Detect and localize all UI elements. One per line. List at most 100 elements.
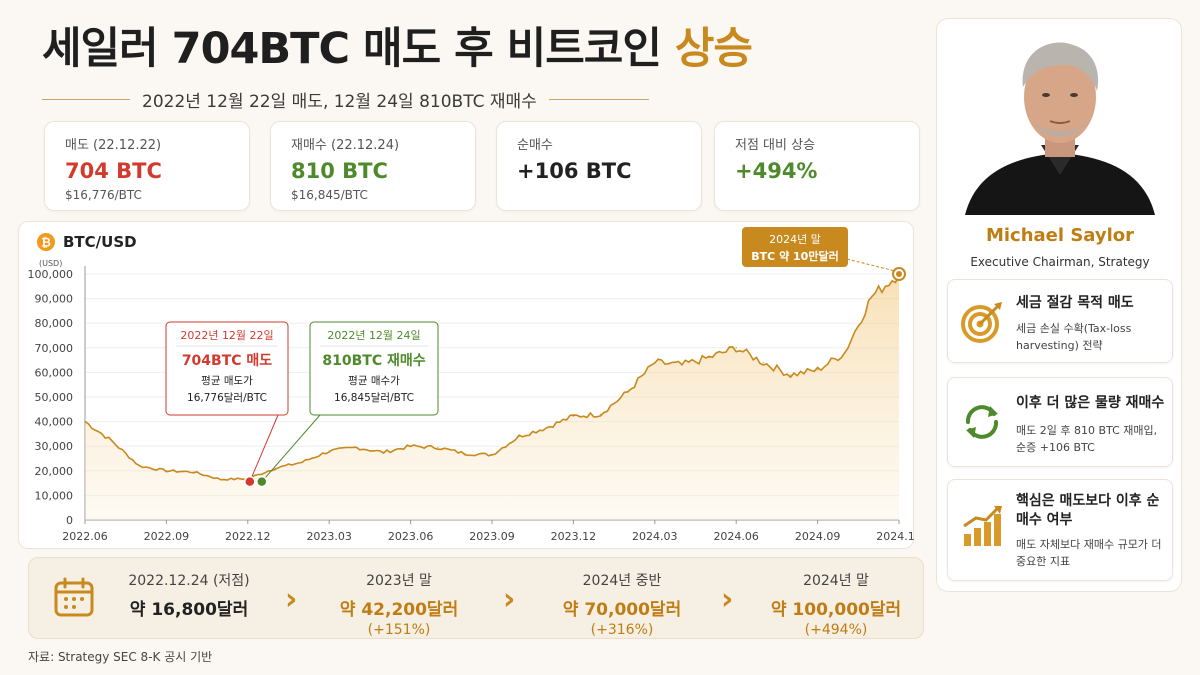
timeline-pct: (+316%) bbox=[590, 622, 654, 638]
chevron-right-icon: › bbox=[503, 582, 516, 617]
end-annotation-line2: BTC 약 10만달러 bbox=[751, 249, 838, 263]
y-tick-label: 80,000 bbox=[35, 317, 74, 330]
chart-svg: ₿ BTC/USD(USD) 0 10,000 20,000 30,000 40,000 50… bbox=[28, 227, 915, 543]
data-point bbox=[789, 374, 792, 376]
target-icon bbox=[961, 302, 1002, 343]
data-point bbox=[654, 361, 656, 364]
data-point bbox=[545, 426, 548, 429]
stat-sub: $16,776/BTC bbox=[65, 188, 142, 202]
subtitle-line-left bbox=[42, 98, 130, 100]
x-tick-label: 2023.03 bbox=[306, 530, 352, 543]
timeline-item-2023: 2023년 말 약 42,200달러 (+151%) bbox=[319, 570, 479, 638]
data-point bbox=[708, 356, 710, 359]
x-tick-label: 2024.06 bbox=[713, 530, 759, 543]
insight-card-tax: 세금 절감 목적 매도 세금 손실 수확(Tax-loss harvesting… bbox=[947, 279, 1173, 363]
sell-annotation-line1: 평균 매도가 bbox=[201, 375, 253, 387]
timeline-price: 약 100,000달러 bbox=[770, 600, 902, 620]
x-tick-label: 2024.12 bbox=[876, 530, 915, 543]
insight-title: 이후 더 많은 물량 재매수 bbox=[1016, 395, 1165, 411]
data-point bbox=[681, 364, 683, 366]
y-tick-label: 0 bbox=[66, 514, 73, 527]
title-main: 세일러 704BTC 매도 후 비트코인 bbox=[42, 24, 675, 74]
sell-annotation-pointer bbox=[249, 414, 279, 482]
data-point bbox=[572, 415, 575, 417]
timeline-pct: (+151%) bbox=[367, 622, 431, 638]
chart-title: BTC/USD bbox=[63, 233, 137, 251]
y-tick-label: 60,000 bbox=[35, 366, 74, 379]
rebuy-annotation-date: 2022년 12월 24일 bbox=[327, 328, 420, 342]
stat-value: +494% bbox=[735, 159, 818, 183]
stat-sub: $16,845/BTC bbox=[291, 188, 368, 202]
end-marker-dot bbox=[896, 271, 902, 277]
chart-unit-label: (USD) bbox=[39, 259, 62, 268]
x-tick-label: 2023.12 bbox=[551, 530, 597, 543]
data-point bbox=[491, 454, 493, 456]
timeline-price: 약 16,800달러 bbox=[129, 600, 249, 620]
timeline-date: 2024년 말 bbox=[803, 573, 869, 589]
y-tick-label: 100,000 bbox=[28, 268, 74, 281]
insight-body: 매도 자체보다 재매수 규모가 더 중요한 지표 bbox=[1016, 538, 1162, 569]
stat-label: 저점 대비 상승 bbox=[735, 138, 816, 153]
data-point bbox=[165, 470, 168, 472]
data-point bbox=[626, 391, 629, 393]
data-point bbox=[464, 452, 466, 455]
stat-card-gain: 저점 대비 상승 +494% bbox=[714, 121, 920, 211]
data-point bbox=[355, 446, 358, 449]
chevron-right-icon: › bbox=[285, 582, 298, 617]
x-tick-label: 2022.12 bbox=[225, 530, 271, 543]
stat-value: +106 BTC bbox=[517, 159, 632, 183]
timeline-price: 약 42,200달러 bbox=[339, 600, 459, 620]
timeline-pct: (+494%) bbox=[804, 622, 868, 638]
bitcoin-icon bbox=[37, 233, 55, 251]
data-point bbox=[816, 369, 819, 371]
person-role: Executive Chairman, Strategy bbox=[970, 255, 1150, 269]
stat-card-net-buy: 순매수 +106 BTC bbox=[496, 121, 702, 211]
portrait-image bbox=[957, 25, 1163, 215]
stat-card-rebuy: 재매수 (22.12.24) 810 BTC $16,845/BTC bbox=[270, 121, 476, 211]
y-tick-label: 70,000 bbox=[35, 342, 74, 355]
person-name: Michael Saylor bbox=[985, 225, 1135, 246]
timeline-date: 2023년 말 bbox=[366, 573, 432, 589]
timeline-date: 2022.12.24 (저점) bbox=[128, 573, 250, 589]
insight-body: 세금 손실 수확(Tax-loss harvesting) 전략 bbox=[1016, 322, 1132, 353]
x-tick-label: 2022.06 bbox=[62, 530, 108, 543]
end-annotation-pointer bbox=[846, 258, 896, 272]
rebuy-annotation-pointer bbox=[261, 414, 321, 483]
y-tick-label: 90,000 bbox=[35, 293, 74, 306]
sell-annotation-box bbox=[165, 321, 289, 416]
subtitle-row: 2022년 12월 22일 매도, 12월 24일 810BTC 재매수 bbox=[42, 86, 922, 112]
sell-marker bbox=[244, 475, 256, 488]
x-tick-label: 2023.06 bbox=[388, 530, 434, 543]
y-tick-label: 50,000 bbox=[35, 391, 74, 404]
data-point bbox=[301, 461, 303, 463]
timeline-price: 약 70,000달러 bbox=[562, 600, 682, 620]
chevron-right-icon: › bbox=[721, 582, 734, 617]
insight-title: 핵심은 매도보다 이후 순매수 여부 bbox=[1016, 493, 1160, 528]
data-point bbox=[518, 435, 520, 438]
data-point bbox=[735, 347, 737, 349]
rebuy-annotation-line2: 16,845달러/BTC bbox=[334, 392, 414, 404]
end-annotation-box bbox=[742, 227, 848, 267]
data-point bbox=[762, 361, 765, 364]
stat-card-sell: 매도 (22.12.22) 704 BTC $16,776/BTC bbox=[44, 121, 250, 211]
timeline-item-mid-2024: 2024년 중반 약 70,000달러 (+316%) bbox=[537, 570, 707, 638]
insight-title: 세금 절감 목적 매도 bbox=[1016, 295, 1134, 311]
x-tick-label: 2023.09 bbox=[469, 530, 515, 543]
data-point bbox=[328, 450, 331, 452]
timeline-item-low: 2022.12.24 (저점) 약 16,800달러 bbox=[109, 570, 269, 620]
x-tick-label: 2022.09 bbox=[144, 530, 190, 543]
subtitle-line-right bbox=[548, 98, 649, 100]
recycle-icon bbox=[966, 405, 998, 439]
data-point bbox=[138, 465, 141, 467]
rebuy-marker bbox=[256, 475, 268, 488]
y-tick-label: 30,000 bbox=[35, 440, 74, 453]
data-point bbox=[436, 446, 439, 449]
x-tick-label: 2024.09 bbox=[795, 530, 841, 543]
stat-label: 매도 (22.12.22) bbox=[65, 138, 162, 153]
data-point bbox=[274, 467, 276, 470]
stat-value: 704 BTC bbox=[65, 159, 162, 183]
price-chart: ₿ BTC/USD (USD) 0 10,000 20,000 30,000 40,000 50… bbox=[18, 221, 915, 549]
rebuy-annotation-title: 810BTC 재매수 bbox=[322, 353, 425, 369]
page-subtitle: 2022년 12월 22일 매도, 12월 24일 810BTC 재매수 bbox=[142, 91, 537, 112]
title-accent: 상승 bbox=[674, 24, 753, 74]
